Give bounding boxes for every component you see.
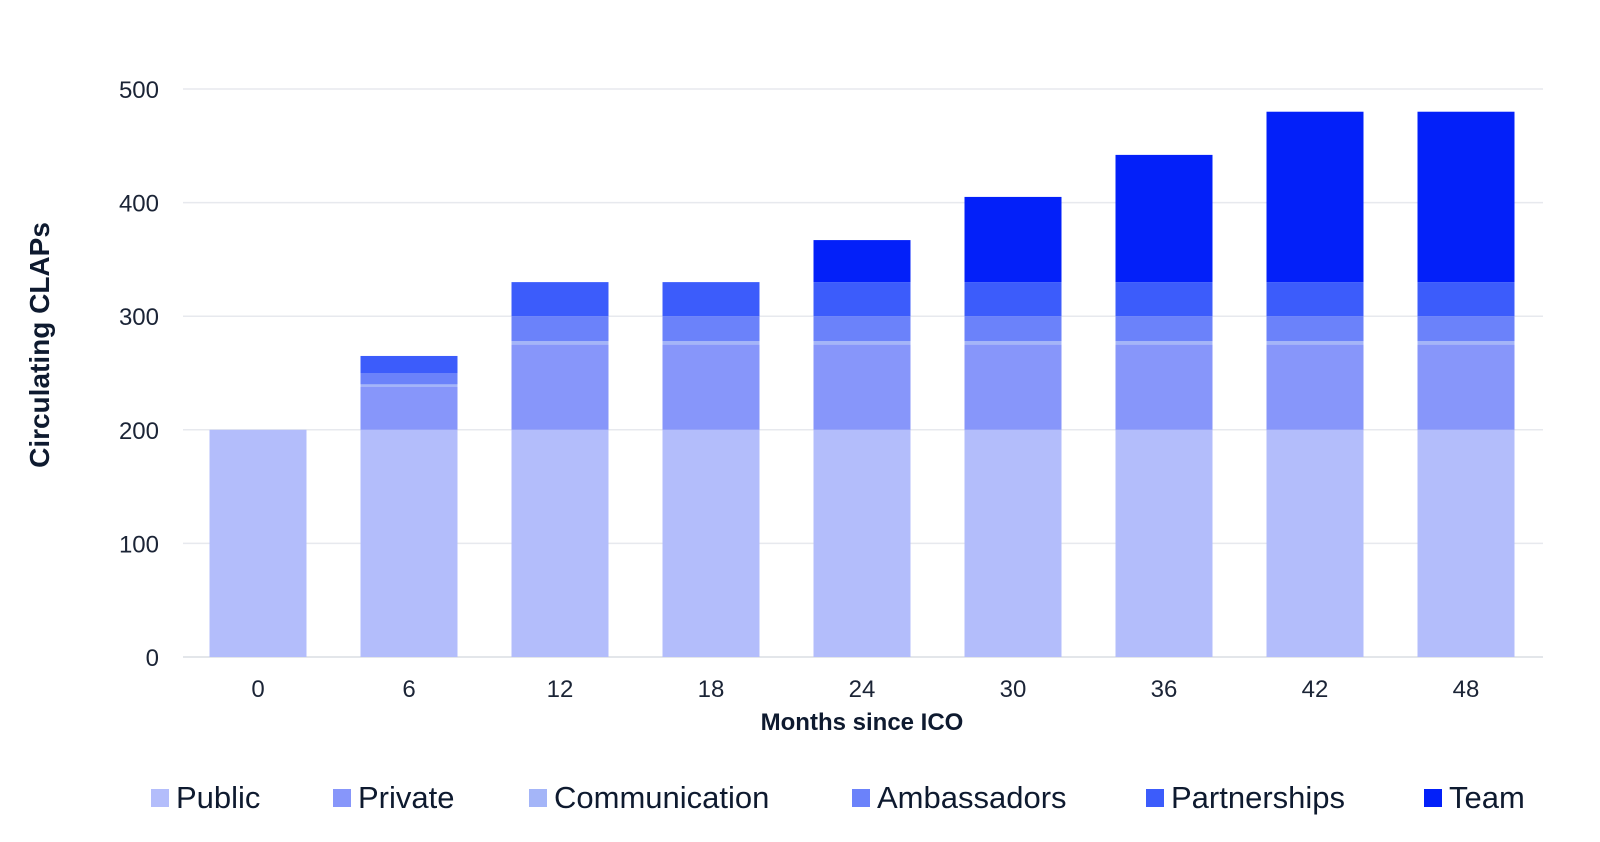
bar-segment-private <box>1266 344 1364 430</box>
bar-segment-public <box>1266 429 1364 657</box>
legend-swatch-public <box>151 789 169 807</box>
bar-segment-ambassadors <box>1417 316 1515 342</box>
y-tick-label: 300 <box>119 304 159 331</box>
y-tick-label: 400 <box>119 191 159 218</box>
legend-swatch-team <box>1424 789 1442 807</box>
bar-segment-ambassadors <box>662 316 760 342</box>
bar-segment-team <box>1266 111 1364 283</box>
legend-swatch-communication <box>529 789 547 807</box>
bar-segment-private <box>662 344 760 430</box>
x-tick-label: 18 <box>698 676 725 703</box>
bar-segment-public <box>813 429 911 657</box>
x-tick-label: 6 <box>402 676 415 703</box>
x-tick-label: 42 <box>1302 676 1329 703</box>
bar-segment-public <box>209 429 307 657</box>
bar-segment-partnerships <box>813 282 911 317</box>
bar-segment-private <box>360 386 458 430</box>
bar-segment-communication <box>1115 341 1213 345</box>
bar-segment-partnerships <box>511 282 609 317</box>
bar-segment-partnerships <box>662 282 760 317</box>
bar-segment-private <box>511 344 609 430</box>
bar-segment-private <box>1417 344 1515 430</box>
y-tick-label: 0 <box>146 645 159 672</box>
legend-swatch-partnerships <box>1146 789 1164 807</box>
bar-segment-team <box>1115 154 1213 283</box>
bar-segment-partnerships <box>964 282 1062 317</box>
bar-segment-private <box>1115 344 1213 430</box>
x-tick-label: 12 <box>547 676 574 703</box>
bar-segment-ambassadors <box>813 316 911 342</box>
legend-label-public: Public <box>176 780 260 815</box>
bar-segment-partnerships <box>360 355 458 373</box>
bar-segment-ambassadors <box>360 373 458 385</box>
bar-segment-communication <box>1417 341 1515 345</box>
bar-segment-public <box>1115 429 1213 657</box>
legend-swatch-private <box>333 789 351 807</box>
bar-segment-team <box>964 196 1062 283</box>
legend-label-partnerships: Partnerships <box>1171 780 1345 815</box>
bar-segment-public <box>1417 429 1515 657</box>
legend: Public Private Communication Ambassadors Par… <box>151 780 1525 815</box>
bar-segment-partnerships <box>1417 282 1515 317</box>
legend-label-team: Team <box>1449 780 1525 815</box>
bars <box>209 111 1515 657</box>
x-axis-title: Months since ICO <box>761 709 964 736</box>
x-tick-label: 0 <box>251 676 264 703</box>
bar-segment-partnerships <box>1115 282 1213 317</box>
y-axis-ticks: 0 100 200 300 400 500 <box>119 77 159 672</box>
bar-segment-ambassadors <box>1115 316 1213 342</box>
x-tick-label: 24 <box>849 676 876 703</box>
bar-segment-communication <box>813 341 911 345</box>
bar-segment-ambassadors <box>511 316 609 342</box>
x-tick-label: 48 <box>1453 676 1480 703</box>
x-axis-ticks: 0 6 12 18 24 30 36 42 48 <box>251 676 1479 703</box>
x-tick-label: 30 <box>1000 676 1027 703</box>
bar-segment-public <box>964 429 1062 657</box>
x-tick-label: 36 <box>1151 676 1178 703</box>
legend-swatch-ambassadors <box>852 789 870 807</box>
bar-segment-partnerships <box>1266 282 1364 317</box>
bar-segment-public <box>511 429 609 657</box>
legend-label-ambassadors: Ambassadors <box>877 780 1067 815</box>
bar-segment-communication <box>662 341 760 345</box>
bar-segment-ambassadors <box>1266 316 1364 342</box>
legend-label-private: Private <box>358 780 454 815</box>
bar-segment-team <box>813 240 911 283</box>
bar-segment-communication <box>360 384 458 387</box>
bar-segment-communication <box>511 341 609 345</box>
bar-segment-ambassadors <box>964 316 1062 342</box>
bar-segment-communication <box>1266 341 1364 345</box>
bar-segment-public <box>360 429 458 657</box>
y-tick-label: 500 <box>119 77 159 104</box>
bar-segment-team <box>1417 111 1515 283</box>
legend-label-communication: Communication <box>554 780 769 815</box>
bar-segment-private <box>964 344 1062 430</box>
y-axis-title: Circulating CLAPs <box>24 222 55 468</box>
y-tick-label: 100 <box>119 531 159 558</box>
bar-segment-public <box>662 429 760 657</box>
bar-segment-private <box>813 344 911 430</box>
y-tick-label: 200 <box>119 418 159 445</box>
bar-segment-communication <box>964 341 1062 345</box>
